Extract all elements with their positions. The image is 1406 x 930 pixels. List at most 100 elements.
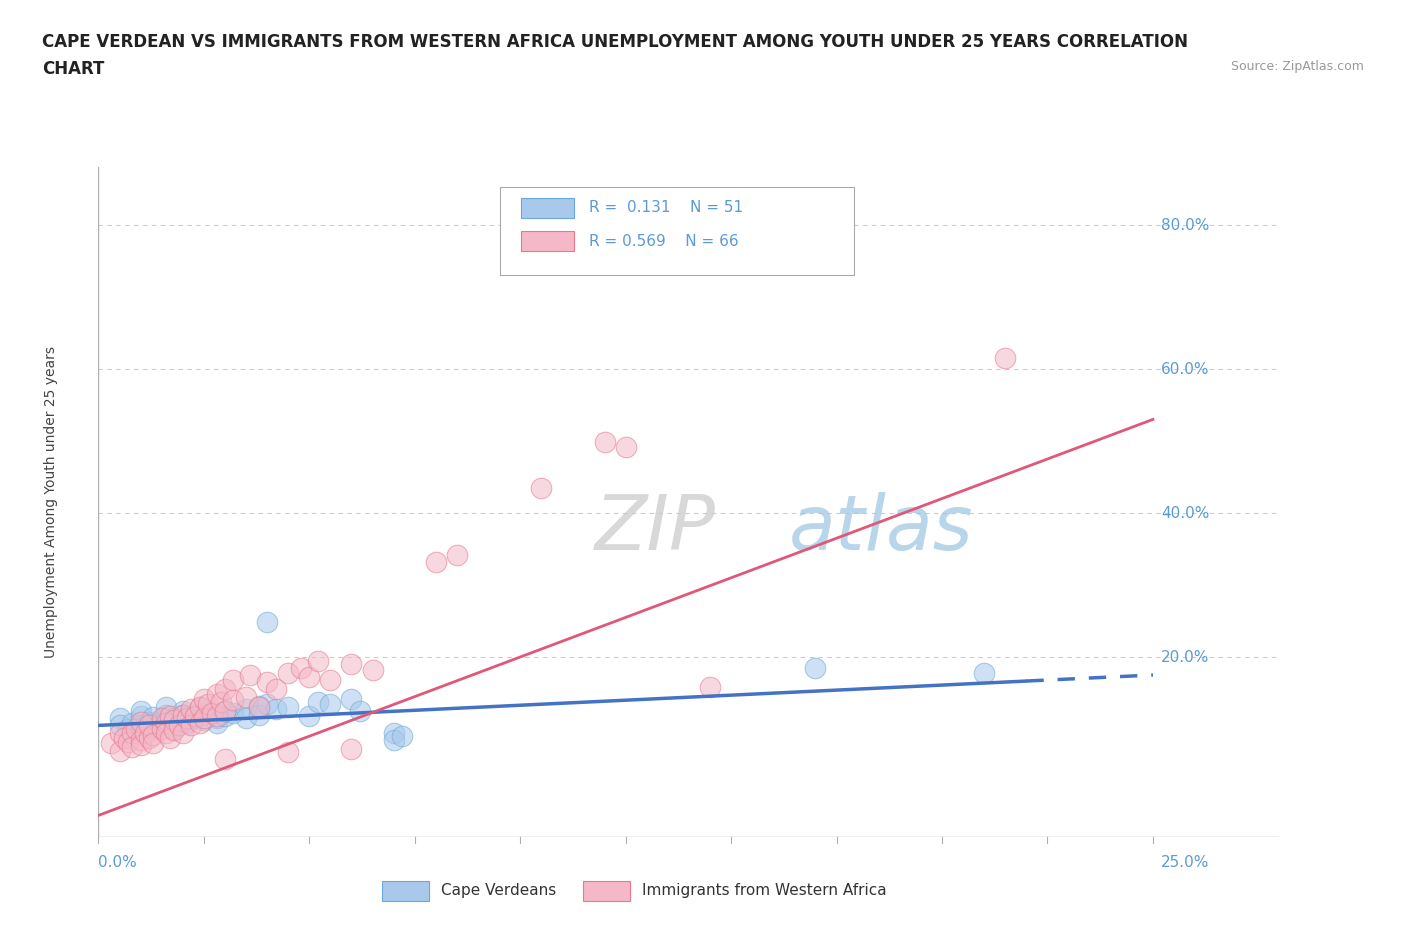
- Point: [188, 700, 211, 715]
- Point: [155, 700, 177, 715]
- Point: [172, 714, 194, 729]
- Point: [159, 730, 181, 745]
- Point: [290, 660, 312, 675]
- Point: [193, 711, 215, 725]
- Text: 0.0%: 0.0%: [98, 855, 138, 870]
- Point: [222, 672, 245, 687]
- Point: [235, 711, 257, 725]
- Point: [142, 710, 165, 724]
- Point: [155, 707, 177, 722]
- FancyBboxPatch shape: [522, 197, 575, 218]
- Point: [121, 739, 143, 754]
- Point: [180, 718, 202, 733]
- Point: [804, 660, 827, 675]
- Point: [382, 725, 405, 740]
- FancyBboxPatch shape: [382, 881, 429, 900]
- Point: [256, 615, 278, 630]
- Point: [247, 700, 270, 715]
- Text: Cape Verdeans: Cape Verdeans: [441, 884, 557, 898]
- Point: [214, 709, 236, 724]
- Point: [298, 709, 321, 724]
- Point: [155, 716, 177, 731]
- Point: [172, 704, 194, 719]
- FancyBboxPatch shape: [582, 881, 630, 900]
- Point: [247, 707, 270, 722]
- Point: [235, 689, 257, 704]
- Point: [340, 657, 363, 671]
- Point: [235, 701, 257, 716]
- Point: [264, 701, 287, 716]
- Point: [193, 713, 215, 728]
- Point: [184, 709, 207, 724]
- Point: [340, 691, 363, 706]
- Point: [256, 697, 278, 711]
- Point: [138, 720, 160, 735]
- Point: [155, 725, 177, 740]
- Point: [117, 722, 139, 737]
- Point: [172, 707, 194, 722]
- Point: [209, 694, 232, 709]
- Point: [214, 751, 236, 766]
- Point: [214, 704, 236, 719]
- Point: [614, 439, 637, 454]
- Point: [129, 723, 152, 737]
- Point: [307, 694, 329, 709]
- Point: [340, 742, 363, 757]
- Point: [349, 704, 371, 719]
- Point: [425, 554, 447, 569]
- Point: [176, 716, 198, 731]
- Point: [129, 714, 152, 729]
- Point: [142, 736, 165, 751]
- Point: [129, 709, 152, 724]
- Point: [167, 718, 190, 733]
- Point: [142, 722, 165, 737]
- Point: [197, 697, 219, 711]
- Point: [319, 697, 342, 711]
- Point: [205, 711, 228, 725]
- Point: [214, 682, 236, 697]
- Point: [247, 698, 270, 713]
- Text: 40.0%: 40.0%: [1161, 506, 1209, 521]
- Text: 20.0%: 20.0%: [1161, 649, 1209, 665]
- Point: [172, 707, 194, 722]
- Point: [193, 707, 215, 722]
- Point: [150, 711, 173, 725]
- FancyBboxPatch shape: [501, 188, 855, 274]
- Text: 60.0%: 60.0%: [1161, 362, 1209, 377]
- Point: [201, 706, 224, 721]
- Point: [163, 723, 186, 737]
- Point: [163, 713, 186, 728]
- Point: [129, 704, 152, 719]
- Point: [125, 722, 148, 737]
- Point: [188, 716, 211, 731]
- Point: [159, 718, 181, 733]
- Point: [138, 714, 160, 729]
- Point: [530, 481, 553, 496]
- Point: [361, 662, 384, 677]
- Point: [277, 745, 299, 760]
- Point: [188, 700, 211, 715]
- Point: [129, 718, 152, 733]
- Point: [307, 653, 329, 668]
- Point: [134, 725, 156, 740]
- Text: Source: ZipAtlas.com: Source: ZipAtlas.com: [1230, 60, 1364, 73]
- Point: [205, 716, 228, 731]
- Point: [142, 727, 165, 742]
- Point: [256, 675, 278, 690]
- Point: [159, 709, 181, 724]
- Point: [193, 691, 215, 706]
- Point: [446, 548, 468, 563]
- Point: [222, 693, 245, 708]
- Text: ZIP: ZIP: [595, 492, 716, 566]
- Point: [277, 665, 299, 680]
- Point: [222, 706, 245, 721]
- Point: [108, 711, 131, 725]
- Point: [994, 351, 1017, 365]
- Point: [699, 680, 721, 695]
- Point: [121, 725, 143, 740]
- Text: R =  0.131    N = 51: R = 0.131 N = 51: [589, 200, 742, 215]
- Point: [391, 729, 413, 744]
- Point: [176, 711, 198, 725]
- Text: CHART: CHART: [42, 60, 104, 78]
- FancyBboxPatch shape: [522, 231, 575, 251]
